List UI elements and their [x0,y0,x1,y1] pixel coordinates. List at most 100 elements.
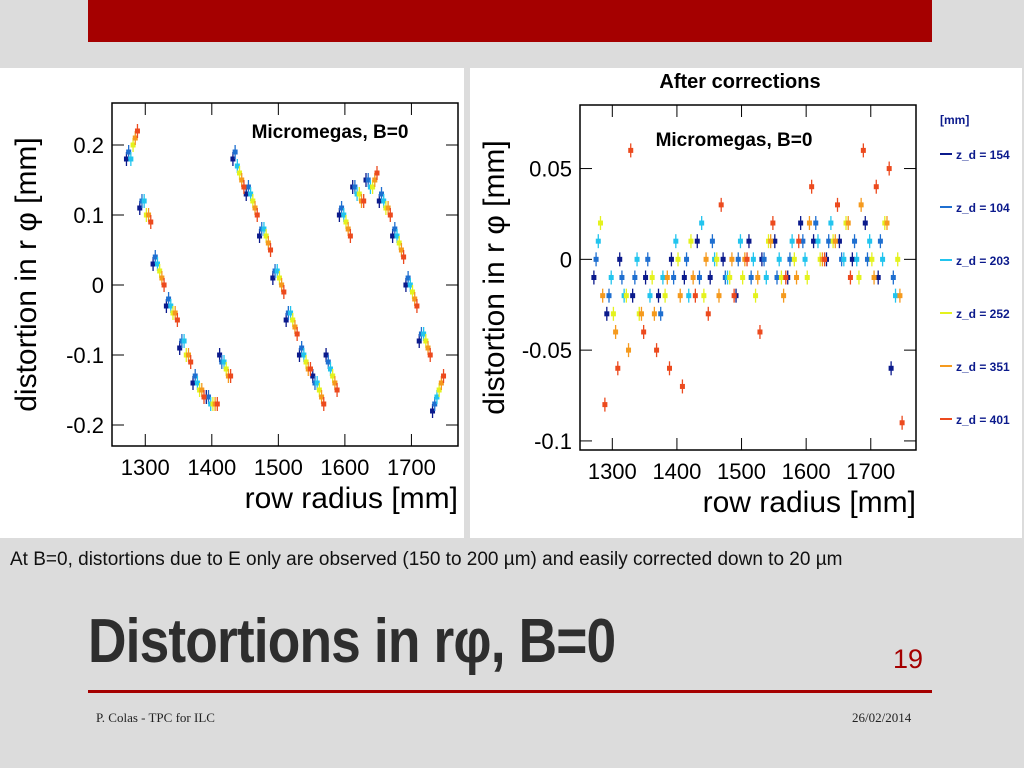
data-point [671,275,677,280]
data-point [321,401,327,407]
data-point [789,238,795,244]
data-point [858,202,864,208]
data-point [190,380,196,386]
y-tick-label: -0.05 [522,338,572,363]
data-point [243,191,249,197]
data-point [757,329,763,335]
series-5 [132,131,444,411]
data-point [845,220,851,226]
data-point [123,156,129,162]
data-point [163,303,169,309]
data-point [822,256,828,262]
data-point [811,238,817,244]
y-tick-label: 0.05 [529,157,572,182]
data-point [336,212,342,218]
data-point [407,282,413,288]
data-point [292,324,298,330]
data-point [385,205,391,211]
data-point [157,268,163,274]
data-point [296,352,302,358]
data-point [299,345,305,351]
data-point [800,238,806,244]
data-point [746,238,752,244]
data-point [230,156,236,162]
data-point [677,293,683,299]
data-point [396,240,402,246]
chart-annotation: Micromegas, B=0 [656,130,813,151]
data-point [694,238,700,244]
data-point [867,238,873,244]
distortion-chart-after: 1300 1400 1500 1600 1700 0.05 0 -0.05 -0.1 row ra… [478,71,1010,519]
data-point [638,311,644,317]
data-point [274,268,280,274]
data-point [401,254,407,260]
data-point [268,247,274,253]
data-point [763,275,769,280]
data-point [261,226,267,232]
data-point [675,256,681,262]
legend-label: z_d = 252 [956,307,1010,321]
data-point [776,256,782,262]
plot-frame [111,102,459,447]
data-point [279,282,285,288]
data-point [192,373,198,379]
data-point [679,383,685,389]
data-point [645,256,651,262]
data-point [841,256,847,262]
data-point [832,238,838,244]
data-point [768,238,774,244]
data-point [735,256,741,262]
data-point [252,205,258,211]
y-tick-label: -0.2 [66,413,104,438]
series-2 [593,216,896,321]
data-point [729,256,735,262]
y-tick-label: 0.2 [73,133,104,158]
data-point [270,275,276,281]
data-point [740,275,746,280]
data-point [334,387,340,393]
data-point [871,275,877,280]
data-point [356,191,362,197]
data-point [438,380,444,386]
data-point [608,275,614,280]
data-point [199,387,205,393]
data-point [662,293,668,299]
chart-panel-left: 1300 1400 1500 1600 1700 0.2 0.1 0 -0.1 -0.2 row r… [0,68,464,538]
data-point [319,394,325,400]
data-point [649,275,655,280]
data-point [221,359,227,365]
data-point [731,293,737,299]
data-point [177,345,183,351]
data-point [699,220,705,226]
data-point [432,401,438,407]
data-point [263,233,269,239]
series-4 [130,138,442,411]
data-point [660,275,666,280]
x-axis-label: row radius [mm] [245,482,458,515]
slide-title: Distortions in rφ, B=0 [88,607,616,676]
legend-label: z_d = 351 [956,360,1010,374]
data-point [134,128,140,134]
data-point [332,380,338,386]
data-point [647,293,653,299]
slide-number: 19 [893,644,924,674]
data-point [606,293,612,299]
data-point [365,177,371,183]
data-point [237,170,243,176]
data-point [206,394,212,400]
data-point [228,373,234,379]
data-point [361,198,367,204]
data-point [727,275,733,280]
data-point [593,256,599,262]
data-point [610,311,616,317]
data-point [761,256,767,262]
data-point [862,220,868,226]
data-point [425,345,431,351]
data-point [436,387,442,393]
data-point [257,233,263,239]
data-point [434,394,440,400]
data-point [234,163,240,169]
data-point [774,275,780,280]
data-point [130,142,136,148]
data-point [826,238,832,244]
